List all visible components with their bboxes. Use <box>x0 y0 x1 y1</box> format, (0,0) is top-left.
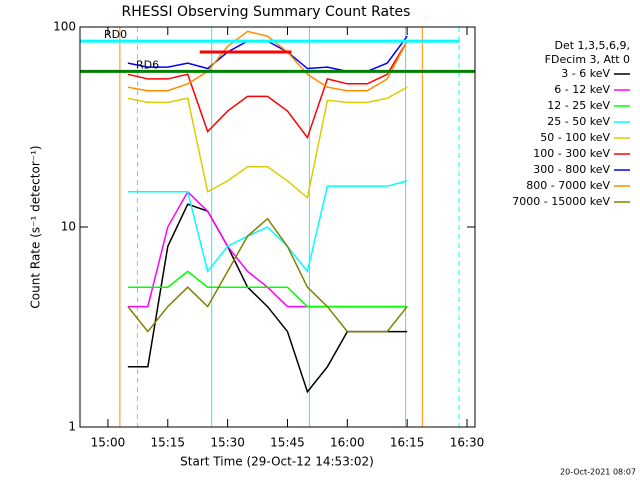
x-tick-label: 15:00 <box>91 436 126 450</box>
x-tick-label: 15:30 <box>210 436 245 450</box>
legend-label: 25 - 50 keV <box>547 115 610 128</box>
legend-label: 3 - 6 keV <box>561 67 610 80</box>
legend-label: 300 - 800 keV <box>533 163 610 176</box>
series-line <box>127 270 408 308</box>
series-line <box>127 203 408 394</box>
series-line <box>127 40 408 140</box>
y-axis-label: Count Rate (s⁻¹ detector⁻¹) <box>29 145 43 308</box>
legend-header: FDecim 3, Att 0 <box>545 53 630 66</box>
series-line <box>127 86 408 200</box>
series-line <box>127 30 408 92</box>
legend-label: 100 - 300 keV <box>533 147 610 160</box>
y-tick-label: 100 <box>53 20 76 34</box>
series-line <box>127 190 408 308</box>
legend-label: 7000 - 15000 keV <box>512 195 610 208</box>
overlay-label: RD0 <box>104 28 127 41</box>
legend-header: Det 1,3,5,6,9, <box>554 39 630 52</box>
y-tick-label: 1 <box>68 420 76 434</box>
legend-label: 12 - 25 keV <box>547 99 610 112</box>
x-tick-label: 16:15 <box>390 436 425 450</box>
footer: 20-Oct-2021 08:07 <box>560 468 636 477</box>
series-line <box>127 217 408 333</box>
legend-label: 800 - 7000 keV <box>526 179 610 192</box>
series-line <box>127 180 408 274</box>
x-tick-label: 16:00 <box>330 436 365 450</box>
x-tick-label: 16:30 <box>450 436 485 450</box>
x-tick-label: 15:15 <box>150 436 185 450</box>
overlay-label: RD6 <box>136 58 159 71</box>
x-tick-label: 15:45 <box>270 436 305 450</box>
chart-title: RHESSI Observing Summary Count Rates <box>122 4 411 20</box>
legend-label: 50 - 100 keV <box>540 131 610 144</box>
y-tick-label: 10 <box>61 220 76 234</box>
x-axis-label: Start Time (29-Oct-12 14:53:02) <box>180 455 374 469</box>
legend-label: 6 - 12 keV <box>554 83 610 96</box>
